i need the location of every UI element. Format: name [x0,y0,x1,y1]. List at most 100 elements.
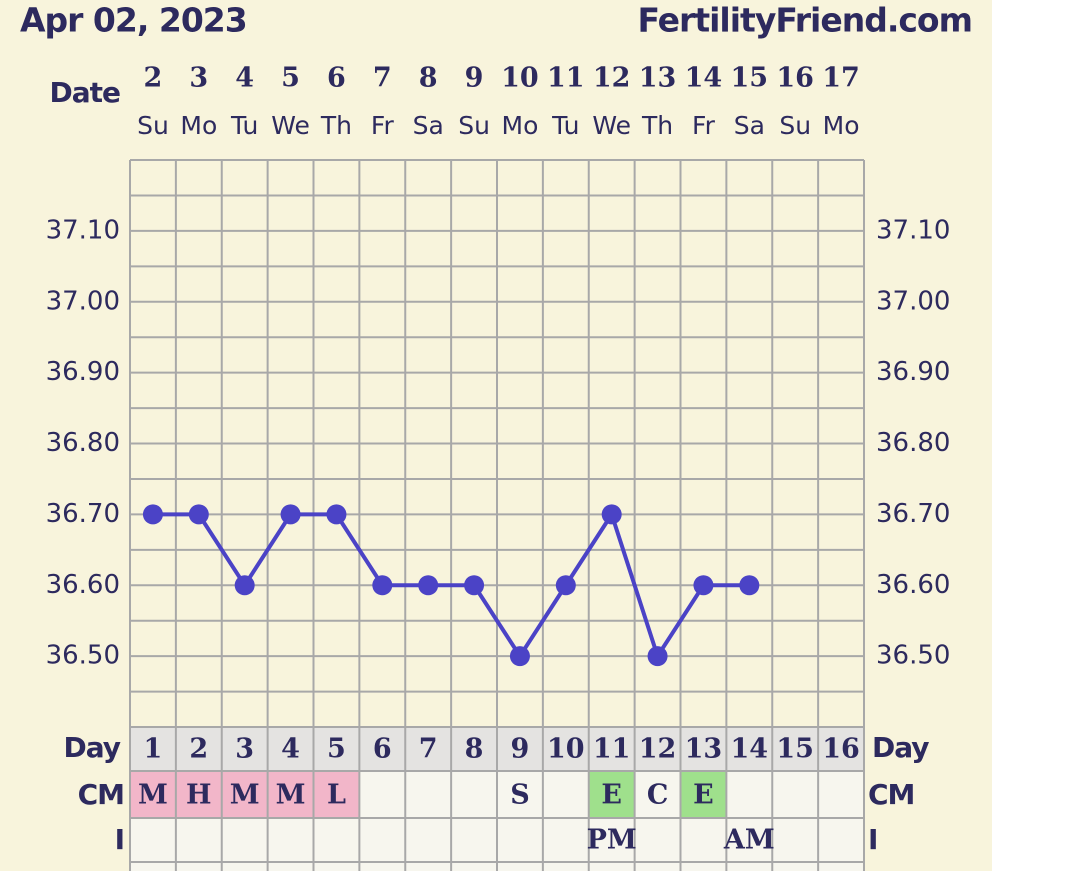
weekday-label: Fr [371,111,395,140]
cm-cell [405,771,452,818]
day-cell [359,727,406,771]
date-label: 10 [501,63,539,94]
cm-cell [359,771,406,818]
intercourse-entry: AM [723,825,775,856]
i-cell [405,818,452,871]
i-cell [313,818,360,871]
cycle-day: 11 [593,734,631,765]
cm-entry: E [693,780,714,811]
intercourse-label: I [868,823,877,856]
weekday-label: Th [320,111,352,140]
weekday-label: Tu [230,111,258,140]
day-label: Day [872,731,929,764]
cm-entry: C [647,780,669,811]
day-cell [634,727,681,771]
intercourse-entry: PM [587,825,637,856]
temperature-point [418,575,439,596]
date-label: 16 [776,63,814,94]
weekday-label: Su [458,111,490,140]
date-label: 2 [144,63,163,94]
weekday-label: We [592,111,631,140]
temperature-point [142,504,163,525]
day-cell [130,727,176,771]
day-cell [726,727,773,771]
i-cell [175,818,222,871]
temperature-point [647,646,668,667]
temperature-point [188,504,209,525]
weekday-label: Fr [692,111,716,140]
cycle-day: 8 [465,734,484,765]
temperature-point [372,575,393,596]
cycle-day: 1 [144,734,163,765]
cm-label: CM [78,778,124,811]
cm-entry: H [186,780,212,811]
cm-entry: L [327,780,346,811]
cycle-day: 5 [327,734,346,765]
day-cell [405,727,452,771]
day-cell [175,727,222,771]
date-label: 8 [419,63,438,94]
temperature-point [234,575,255,596]
y-tick-label: 36.70 [46,499,120,529]
i-cell [359,818,406,871]
date-label: 13 [639,63,677,94]
site-name: FertilityFriend.com [637,1,972,40]
weekday-label: Tu [551,111,579,140]
i-cell [497,818,543,871]
weekday-label: Su [137,111,169,140]
date-label: 12 [593,63,631,94]
y-tick-label: 37.00 [876,286,950,316]
temperature-point [464,575,485,596]
cycle-day: 15 [776,734,814,765]
date-label: 17 [822,63,860,94]
temperature-point [739,575,760,596]
day-cell [588,727,635,771]
cm-cell [451,771,497,818]
date-label: 11 [547,63,585,94]
y-tick-label: 36.90 [876,357,950,387]
cycle-day: 12 [639,734,677,765]
cm-cell [818,771,864,818]
day-cell [451,727,497,771]
cycle-day: 16 [822,734,860,765]
cm-cell [680,771,727,818]
i-cell [542,818,589,871]
y-tick-label: 36.50 [46,641,120,671]
date-label: 15 [731,63,769,94]
temperature-point [601,504,622,525]
i-cell [680,818,727,871]
i-cell [818,818,864,871]
y-tick-label: 37.10 [876,215,950,245]
date-label: 3 [189,63,208,94]
i-cell [451,818,497,871]
day-label: Day [63,731,120,764]
date-label: 5 [281,63,300,94]
cm-entry: M [230,780,260,811]
i-cell [772,818,819,871]
cm-cell [726,771,773,818]
weekday-label: Mo [180,111,217,140]
cm-cell [130,771,176,818]
temperature-point [509,646,530,667]
date-label: 6 [327,63,346,94]
cm-entry: M [276,780,306,811]
temperature-point [326,504,347,525]
weekday-label: Sa [734,111,765,140]
y-tick-label: 36.60 [876,570,950,600]
cycle-day: 14 [731,734,769,765]
temperature-point [280,504,301,525]
cycle-day: 6 [373,734,392,765]
temperature-line [152,509,750,661]
cycle-day: 3 [235,734,254,765]
cm-entry: E [601,780,622,811]
i-cell [634,818,681,871]
i-cell [267,818,314,871]
cycle-day: 9 [511,734,530,765]
temperature-point [693,575,714,596]
i-cell [221,818,268,871]
cm-cell [221,771,268,818]
date-label: Date [49,76,120,109]
y-tick-label: 36.70 [876,499,950,529]
temperature-point [555,575,576,596]
day-cell [680,727,727,771]
